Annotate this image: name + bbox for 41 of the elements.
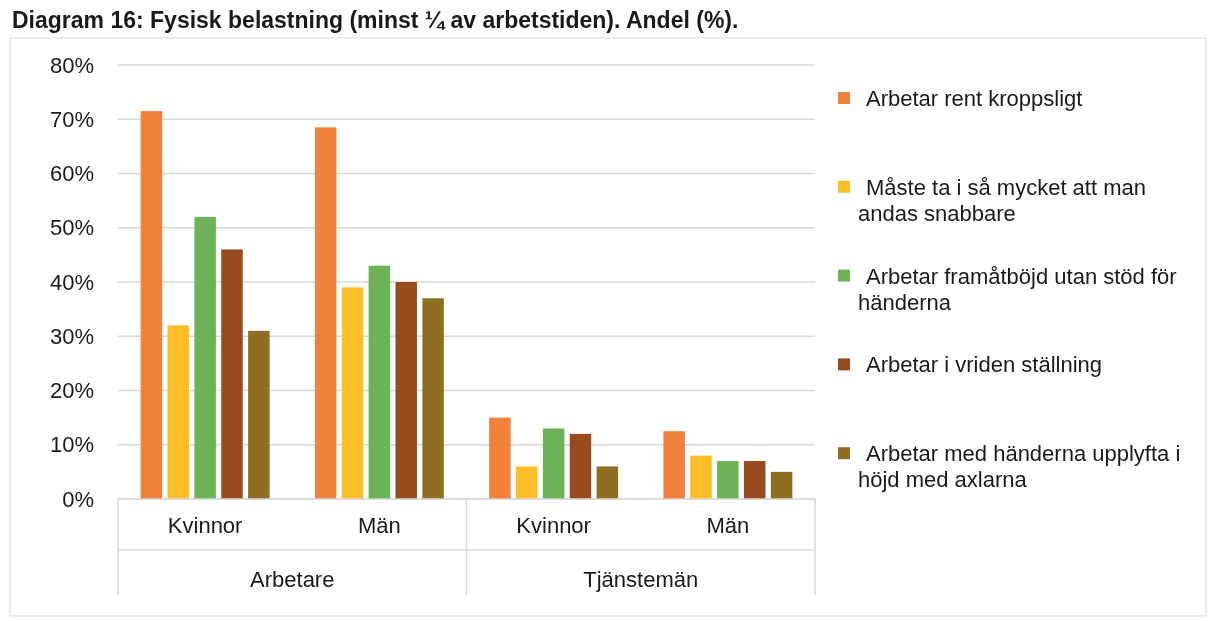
bar bbox=[596, 466, 619, 499]
bar bbox=[516, 466, 538, 499]
bar bbox=[663, 431, 685, 499]
y-tick-label: 0% bbox=[62, 486, 94, 512]
bar bbox=[194, 216, 216, 499]
bar bbox=[717, 461, 739, 499]
bar bbox=[690, 455, 712, 499]
y-tick-label: 50% bbox=[49, 215, 94, 241]
bar bbox=[167, 325, 190, 499]
text: Arbetare bbox=[250, 567, 335, 592]
x-tick-label: Män bbox=[357, 512, 401, 538]
y-tick-label: 40% bbox=[49, 269, 94, 295]
y-tick-label: 60% bbox=[49, 161, 94, 187]
bar bbox=[489, 417, 511, 499]
chart-title: Diagram 16: Fysisk belastning (minst ¼ av arbetstiden). Andel (%). bbox=[12, 7, 739, 33]
y-tick-label: 30% bbox=[49, 323, 94, 349]
bar bbox=[542, 428, 565, 499]
bar bbox=[422, 298, 444, 499]
bar bbox=[341, 287, 364, 499]
legend-label: Måste ta i så mycket att man andas snabbare bbox=[858, 174, 1146, 226]
legend-label: Arbetar rent kroppsligt bbox=[866, 86, 1083, 111]
legend-label: Arbetar i vriden ställning bbox=[866, 352, 1103, 378]
bar bbox=[314, 127, 337, 499]
bar bbox=[770, 471, 793, 499]
bar bbox=[248, 330, 270, 499]
bar bbox=[743, 461, 766, 499]
y-tick-label: 20% bbox=[49, 378, 94, 404]
x-tick-label: Kvinnor bbox=[516, 512, 591, 538]
bar bbox=[221, 249, 243, 499]
x-tick-label: Män bbox=[706, 512, 750, 538]
bar bbox=[368, 265, 391, 499]
bar bbox=[140, 111, 163, 499]
y-tick-label: 10% bbox=[49, 432, 94, 458]
y-tick-label: 70% bbox=[49, 106, 94, 132]
x-tick-label: Kvinnor bbox=[167, 512, 243, 538]
legend-label: Arbetar framåtböjd utan stöd för händerna bbox=[858, 263, 1177, 315]
bar bbox=[569, 433, 592, 499]
legend-label: Arbetar med händerna upplyfta i höjd med axlarna bbox=[858, 441, 1181, 493]
bar bbox=[395, 282, 417, 499]
text: Tjänstemän bbox=[583, 567, 699, 592]
y-tick-label: 80% bbox=[49, 52, 94, 78]
